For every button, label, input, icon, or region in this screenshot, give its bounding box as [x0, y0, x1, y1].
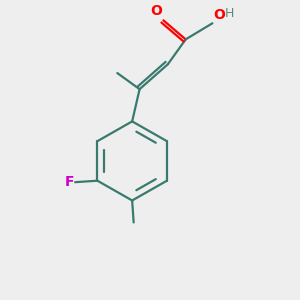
- Text: H: H: [224, 7, 234, 20]
- Text: F: F: [65, 175, 74, 189]
- Text: O: O: [213, 8, 225, 22]
- Text: O: O: [150, 4, 162, 18]
